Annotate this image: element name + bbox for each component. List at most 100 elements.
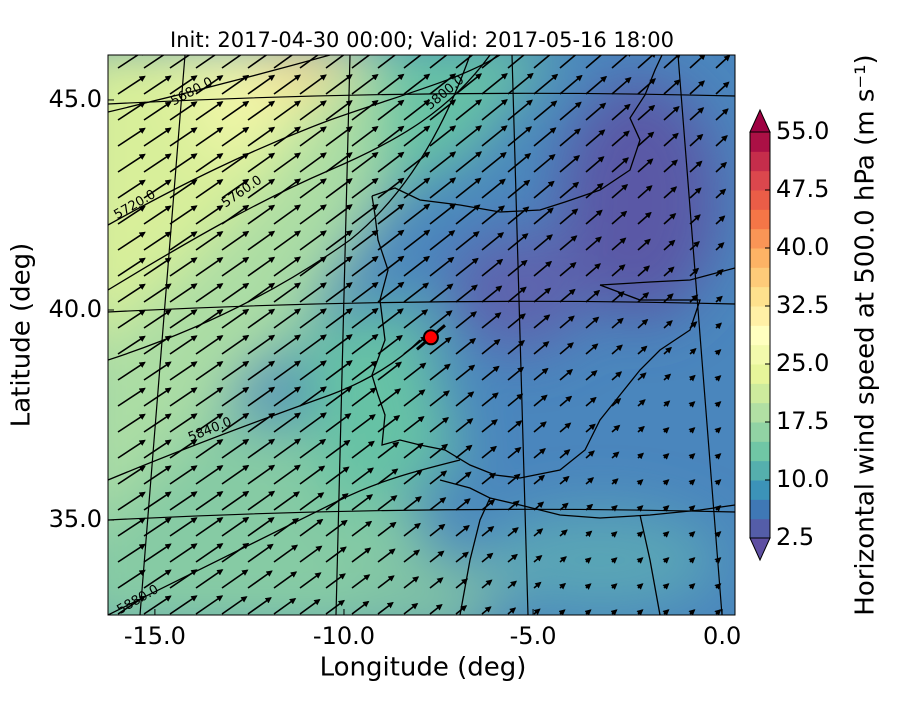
wind-arrow	[221, 100, 250, 121]
wind-arrow	[611, 317, 624, 329]
contour	[108, 55, 331, 113]
colorbar-band	[750, 325, 770, 346]
wind-arrow	[351, 467, 374, 485]
wind-arrow	[481, 472, 497, 485]
wind-arrow	[611, 55, 633, 69]
wind-arrow	[585, 129, 606, 147]
wind-arrow	[273, 597, 297, 615]
wind-arrow	[611, 210, 628, 225]
wind-arrow	[637, 104, 656, 121]
wind-arrow	[663, 346, 672, 355]
wind-arrow	[714, 557, 722, 564]
wind-arrow	[507, 55, 526, 69]
contour	[108, 55, 471, 361]
wind-arrow	[663, 55, 682, 69]
wind-arrow	[455, 578, 469, 589]
wind-arrow	[688, 531, 696, 538]
wind-arrow	[455, 99, 483, 121]
contour	[108, 459, 461, 615]
wind-arrow	[403, 73, 431, 95]
wind-arrow	[143, 439, 172, 459]
wind-arrow	[325, 546, 347, 563]
wind-arrow	[273, 126, 301, 147]
wind-arrow	[585, 75, 608, 95]
wind-arrow	[585, 102, 607, 121]
wind-arrow	[143, 55, 172, 69]
colorbar-band	[750, 383, 770, 404]
wind-arrow	[689, 160, 703, 173]
wind-arrow	[481, 606, 492, 615]
wind-arrow	[429, 125, 457, 147]
wind-arrow	[663, 293, 674, 303]
wind-arrow	[455, 257, 479, 277]
wind-arrow	[221, 126, 250, 147]
wind-arrow	[169, 257, 198, 277]
wind-arrow	[455, 551, 469, 563]
wind-arrow	[715, 215, 726, 225]
colorbar-tick-label: 25.0	[776, 349, 829, 377]
wind-arrow	[325, 519, 348, 537]
wind-arrow	[585, 343, 599, 355]
wind-arrow	[221, 308, 250, 329]
wind-arrow	[559, 155, 581, 173]
wind-arrow	[481, 232, 505, 251]
wind-arrow	[377, 229, 405, 251]
wind-arrow	[688, 427, 696, 434]
wind-arrow	[299, 282, 327, 303]
wind-arrow	[429, 310, 453, 329]
wind-arrow	[559, 502, 569, 511]
wind-arrow	[221, 569, 249, 589]
wind-arrow	[247, 230, 276, 251]
wind-arrow	[351, 574, 371, 589]
wind-arrow	[221, 152, 250, 173]
wind-arrow	[273, 386, 301, 407]
wind-arrow	[689, 267, 700, 277]
colorbar-band	[750, 441, 770, 462]
wind-arrow	[611, 344, 623, 355]
wind-arrow	[221, 256, 250, 277]
wind-arrow	[611, 237, 627, 251]
wind-arrow	[299, 545, 323, 563]
wind-arrow	[117, 439, 146, 459]
wind-arrow	[195, 413, 224, 433]
colorbar-band	[750, 364, 770, 384]
wind-arrow	[169, 205, 198, 225]
wind-arrow	[559, 208, 579, 225]
wind-arrow	[351, 600, 370, 615]
wind-arrow	[117, 569, 146, 589]
wind-arrow	[143, 309, 172, 329]
wind-arrow	[247, 100, 276, 121]
wind-arrow	[169, 101, 198, 121]
wind-arrow	[377, 203, 405, 225]
wind-arrow	[662, 479, 670, 486]
wind-arrow	[689, 187, 702, 199]
wind-arrow	[351, 414, 376, 433]
wind-arrow	[559, 395, 573, 407]
wind-arrow	[117, 387, 146, 407]
wind-arrow	[429, 177, 457, 199]
wind-arrow	[247, 570, 273, 589]
wind-arrow	[715, 81, 730, 95]
wind-arrow	[688, 401, 696, 408]
wind-arrow	[247, 152, 276, 173]
graticule	[677, 55, 723, 615]
wind-arrow	[663, 186, 678, 199]
wind-arrow	[533, 554, 543, 563]
wind-arrow	[663, 105, 680, 121]
wind-arrow	[221, 334, 250, 355]
wind-arrow	[636, 479, 644, 486]
wind-arrow	[559, 235, 578, 251]
wind-arrow	[533, 501, 545, 511]
wind-arrow	[221, 412, 250, 433]
wind-arrow	[169, 309, 198, 329]
wind-arrow	[689, 321, 698, 329]
wind-arrow	[507, 607, 517, 615]
wind-arrow	[325, 466, 350, 485]
wind-arrow	[351, 494, 374, 511]
wind-arrow	[351, 125, 379, 147]
wind-arrow	[247, 517, 275, 537]
wind-arrow	[585, 289, 601, 303]
wind-arrow	[403, 362, 427, 381]
wind-arrow	[195, 153, 224, 173]
